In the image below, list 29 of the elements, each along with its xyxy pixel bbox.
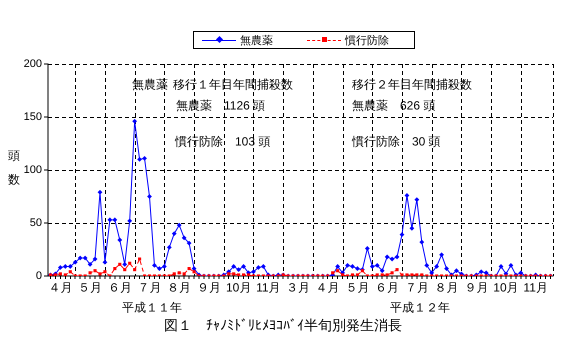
text: 図１ ﾁｬﾉﾐﾄﾞﾘﾋﾒﾖｺﾊﾞｲ半旬別発生消長 — [164, 316, 402, 333]
x-tick-label: ７月 — [404, 280, 429, 295]
text: 平成１２年 — [390, 300, 450, 314]
y-tick-label: 150 — [24, 111, 42, 124]
x-tick-label: 11月 — [523, 280, 548, 295]
legend-label: 慣行防除 — [345, 34, 389, 48]
x-tick-label: ７月 — [137, 280, 162, 295]
x-tick-label: ４月 — [316, 280, 340, 295]
y-tick-label: 0 — [36, 270, 42, 282]
text: 平成１１年 — [122, 300, 182, 314]
x-tick-label: ９月 — [196, 280, 221, 295]
annotation: 無農薬 1126 頭 — [176, 98, 266, 112]
x-tick-label: ５月 — [345, 280, 370, 295]
y-tick-label: 100 — [24, 164, 42, 176]
y-tick-label: 50 — [30, 217, 42, 230]
y-axis-title: 頭数 — [8, 148, 20, 186]
x-tick-label: ８月 — [167, 280, 192, 295]
x-tick-label: ８月 — [434, 280, 459, 295]
x-tick-label: ３月 — [286, 280, 310, 295]
y-tick-label: 200 — [24, 58, 42, 70]
x-tick-label: ６月 — [375, 280, 400, 295]
x-tick-label: ４月 — [48, 280, 72, 295]
x-tick-label: ６月 — [108, 280, 132, 295]
x-tick-label: ９月 — [464, 280, 488, 295]
x-tick-label: 10月 — [493, 280, 519, 295]
x-tick-label: ５月 — [78, 280, 102, 295]
x-tick-label: 11月 — [256, 280, 281, 295]
legend-label: 無農薬 — [240, 34, 273, 48]
x-tick-label: 10月 — [226, 280, 252, 295]
